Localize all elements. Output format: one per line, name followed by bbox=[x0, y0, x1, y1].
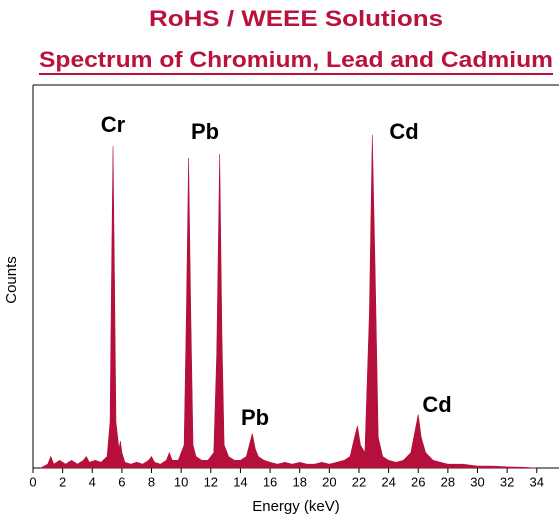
y-axis-label: Counts bbox=[3, 256, 20, 304]
peak-label: Pb bbox=[191, 119, 219, 144]
x-axis-label: Energy (keV) bbox=[252, 498, 340, 515]
x-tick-label: 30 bbox=[470, 474, 484, 489]
chart-title: RoHS / WEEE Solutions bbox=[149, 6, 443, 31]
x-tick-label: 8 bbox=[148, 474, 155, 489]
x-tick-label: 12 bbox=[204, 474, 218, 489]
x-tick-label: 24 bbox=[381, 474, 395, 489]
x-tick-label: 32 bbox=[500, 474, 514, 489]
chart-subtitle: Spectrum of Chromium, Lead and Cadmium bbox=[39, 47, 553, 72]
x-tick-label: 0 bbox=[29, 474, 36, 489]
x-tick-label: 28 bbox=[441, 474, 455, 489]
x-tick-label: 2 bbox=[59, 474, 66, 489]
peak-label: Pb bbox=[241, 405, 269, 430]
x-tick-label: 6 bbox=[118, 474, 125, 489]
x-tick-label: 26 bbox=[411, 474, 425, 489]
x-tick-label: 20 bbox=[322, 474, 336, 489]
x-tick-label: 34 bbox=[530, 474, 544, 489]
x-tick-label: 4 bbox=[89, 474, 96, 489]
peak-label: Cd bbox=[389, 119, 418, 144]
x-tick-label: 16 bbox=[263, 474, 277, 489]
x-tick-label: 18 bbox=[292, 474, 306, 489]
x-tick-label: 10 bbox=[174, 474, 188, 489]
x-tick-label: 14 bbox=[233, 474, 247, 489]
x-tick-label: 22 bbox=[352, 474, 366, 489]
spectrum-area bbox=[40, 134, 537, 469]
peak-label: Cd bbox=[422, 392, 451, 417]
peak-label: Cr bbox=[101, 112, 126, 137]
